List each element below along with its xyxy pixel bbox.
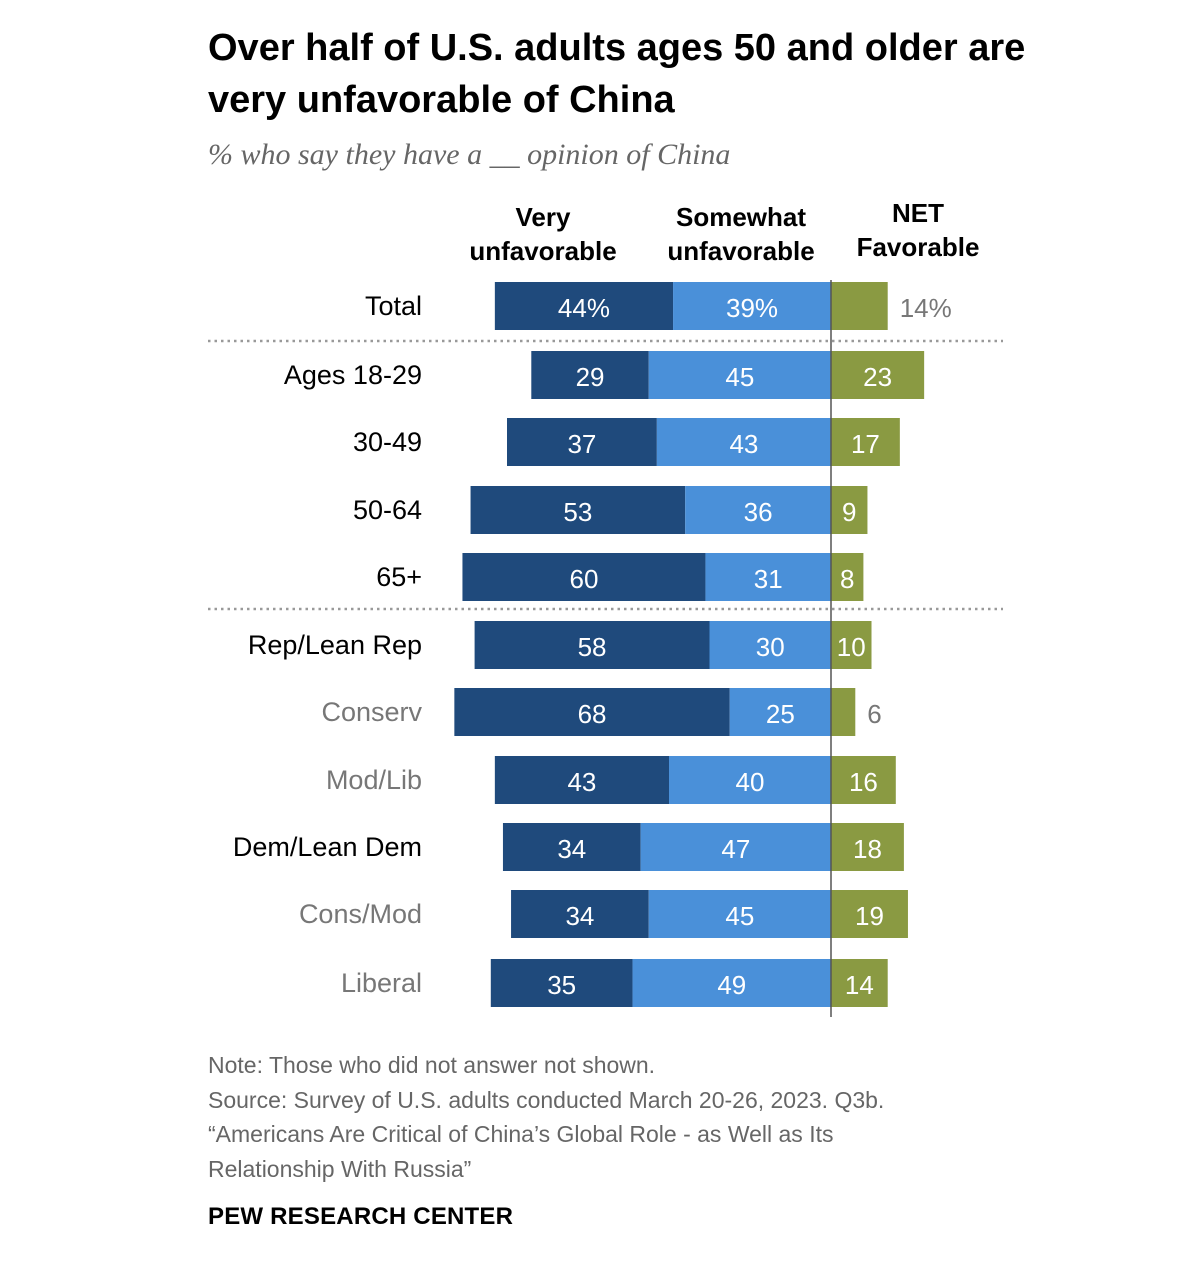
- bar-somewhat-unfavorable: [648, 890, 831, 938]
- chart-subtitle: % who say they have a __ opinion of Chin…: [208, 138, 731, 171]
- category-label: Conserv: [321, 697, 422, 727]
- bar-net-favorable: [831, 486, 868, 534]
- chart-notes: Note: Those who did not answer not shown…: [208, 1048, 1008, 1186]
- data-label-net-favorable: 14: [845, 970, 874, 1000]
- bar-very-unfavorable: [511, 890, 649, 938]
- data-label-very-unfavorable: 29: [576, 362, 605, 392]
- category-label: Liberal: [341, 968, 422, 998]
- data-label-somewhat-unfavorable: 45: [725, 362, 754, 392]
- category-label: Dem/Lean Dem: [233, 832, 422, 862]
- data-label-very-unfavorable: 58: [578, 632, 607, 662]
- data-label-net-favorable: 23: [863, 362, 892, 392]
- source-report-line: Relationship With Russia”: [208, 1155, 472, 1182]
- bar-net-favorable: [831, 553, 864, 601]
- data-label-somewhat-unfavorable: 40: [736, 767, 765, 797]
- bar-somewhat-unfavorable: [705, 553, 831, 601]
- bar-net-favorable: [831, 823, 904, 871]
- bar-somewhat-unfavorable: [656, 418, 831, 466]
- column-header-net-line1: NET: [892, 198, 944, 228]
- bar-net-favorable: [831, 351, 925, 399]
- chart-title: Over half of U.S. adults ages 50 and old…: [208, 27, 1026, 121]
- data-label-somewhat-unfavorable: 25: [766, 699, 795, 729]
- data-label-net-favorable: 17: [851, 429, 880, 459]
- bar-somewhat-unfavorable: [709, 621, 831, 669]
- category-label: 50-64: [353, 495, 422, 525]
- column-header-somewhat-unfavorable: Somewhat unfavorable: [650, 200, 832, 268]
- bar-net-favorable: [831, 890, 908, 938]
- bar-somewhat-unfavorable: [673, 282, 831, 330]
- category-label: 30-49: [353, 427, 422, 457]
- data-label-very-unfavorable: 60: [569, 564, 598, 594]
- data-label-net-favorable: 10: [837, 632, 866, 662]
- bar-very-unfavorable: [490, 959, 633, 1007]
- data-label-very-unfavorable: 68: [578, 699, 607, 729]
- data-label-somewhat-unfavorable: 30: [756, 632, 785, 662]
- data-label-somewhat-unfavorable: 43: [729, 429, 758, 459]
- data-label-very-unfavorable: 43: [567, 767, 596, 797]
- bar-net-favorable: [831, 688, 856, 736]
- data-label-very-unfavorable: 35: [547, 970, 576, 1000]
- bar-somewhat-unfavorable: [685, 486, 831, 534]
- data-label-somewhat-unfavorable: 31: [754, 564, 783, 594]
- bar-somewhat-unfavorable: [648, 351, 831, 399]
- column-header-somewhat-line1: Somewhat: [675, 202, 807, 232]
- column-header-very-line1: Very: [515, 202, 571, 232]
- category-label: Mod/Lib: [326, 765, 422, 795]
- category-label: 65+: [376, 562, 422, 592]
- data-label-somewhat-unfavorable: 45: [725, 901, 754, 931]
- bar-somewhat-unfavorable: [669, 756, 831, 804]
- column-header-net-line2: Favorable: [856, 232, 980, 262]
- diverging-bar-chart: 44% 39% 14% Total 29 45 23 Ages 18-29 37 43 17 30-4…: [208, 280, 1003, 1017]
- bar-very-unfavorable: [494, 282, 674, 330]
- source-line: Source: Survey of U.S. adults conducted …: [208, 1086, 885, 1113]
- column-header-very-line2: unfavorable: [469, 236, 617, 266]
- note-line: Note: Those who did not answer not shown…: [208, 1052, 656, 1078]
- bar-somewhat-unfavorable: [632, 959, 831, 1007]
- data-label-net-favorable: 6: [867, 699, 881, 729]
- data-label-somewhat-unfavorable: 49: [717, 970, 746, 1000]
- data-label-net-favorable: 18: [853, 834, 882, 864]
- column-header-net-favorable: NET Favorable: [846, 196, 990, 264]
- bar-very-unfavorable: [470, 486, 686, 534]
- data-label-net-favorable: 8: [840, 564, 854, 594]
- category-label: Cons/Mod: [299, 899, 422, 929]
- bar-net-favorable: [831, 756, 896, 804]
- category-label: Rep/Lean Rep: [248, 630, 422, 660]
- data-label-very-unfavorable: 34: [565, 901, 594, 931]
- bar-very-unfavorable: [502, 823, 641, 871]
- bar-very-unfavorable: [462, 553, 706, 601]
- data-label-somewhat-unfavorable: 36: [744, 497, 773, 527]
- data-label-very-unfavorable: 44%: [558, 293, 610, 323]
- data-label-very-unfavorable: 34: [557, 834, 586, 864]
- category-label: Total: [365, 291, 422, 321]
- bar-very-unfavorable: [507, 418, 657, 466]
- data-label-net-favorable: 9: [842, 497, 856, 527]
- bar-net-favorable: [831, 282, 888, 330]
- bar-somewhat-unfavorable: [640, 823, 831, 871]
- data-label-net-favorable: 19: [855, 901, 884, 931]
- bar-very-unfavorable: [531, 351, 649, 399]
- data-label-very-unfavorable: 37: [567, 429, 596, 459]
- bar-very-unfavorable: [454, 688, 730, 736]
- bar-very-unfavorable: [474, 621, 710, 669]
- data-label-net-favorable: 14%: [900, 293, 952, 323]
- data-label-somewhat-unfavorable: 47: [721, 834, 750, 864]
- source-report-line: “Americans Are Critical of China’s Globa…: [208, 1121, 834, 1147]
- bar-very-unfavorable: [494, 756, 669, 804]
- bar-net-favorable: [831, 418, 900, 466]
- pew-research-center-logo: PEW RESEARCH CENTER: [208, 1203, 514, 1230]
- category-label: Ages 18-29: [284, 360, 422, 390]
- column-header-somewhat-line2: unfavorable: [667, 236, 815, 266]
- bar-somewhat-unfavorable: [729, 688, 831, 736]
- data-label-very-unfavorable: 53: [563, 497, 592, 527]
- column-header-very-unfavorable: Very unfavorable: [452, 200, 634, 268]
- data-label-somewhat-unfavorable: 39%: [726, 293, 778, 323]
- bar-net-favorable: [831, 621, 872, 669]
- bar-net-favorable: [831, 959, 888, 1007]
- data-label-net-favorable: 16: [849, 767, 878, 797]
